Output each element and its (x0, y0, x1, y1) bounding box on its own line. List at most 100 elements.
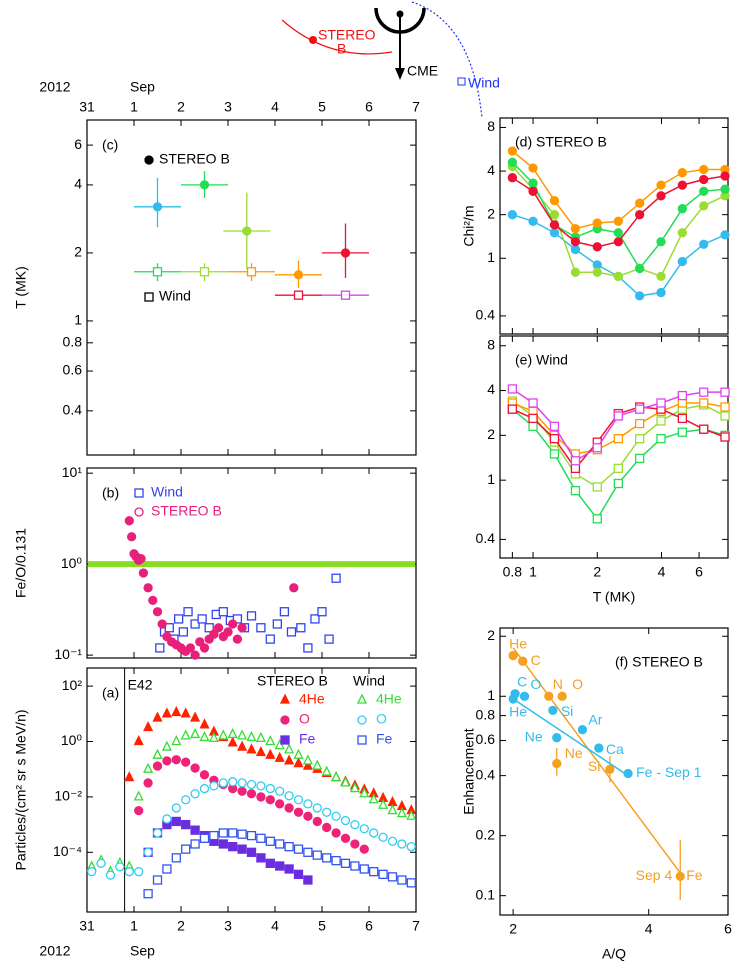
y-tick-label: 0.1 (476, 886, 496, 902)
point (218, 778, 228, 788)
y-tick-label: 1 (487, 471, 495, 487)
point (190, 839, 200, 849)
x-tick-label: 1 (130, 918, 138, 934)
point (302, 754, 313, 765)
point (677, 168, 688, 178)
point (592, 242, 602, 252)
point (720, 402, 730, 412)
point (228, 619, 238, 629)
point (605, 764, 615, 775)
point (246, 789, 257, 799)
point (302, 759, 313, 770)
point (105, 870, 116, 880)
point (528, 186, 538, 196)
point-label: Si (588, 758, 600, 774)
x-tick-label: 31 (79, 99, 95, 115)
point-label: C (517, 673, 527, 689)
point (275, 786, 285, 796)
point (284, 842, 294, 852)
point (303, 643, 313, 653)
x-tick-label: 4 (271, 99, 279, 115)
point (592, 267, 602, 277)
point (124, 516, 134, 526)
point (293, 844, 304, 854)
point (199, 730, 210, 742)
point (286, 627, 297, 637)
point (157, 619, 167, 629)
point (519, 691, 530, 701)
point (549, 434, 560, 444)
fit-line (512, 698, 629, 777)
point (190, 619, 200, 629)
point (635, 434, 645, 444)
point (181, 844, 191, 854)
point (310, 614, 320, 624)
point (331, 855, 341, 866)
point (720, 411, 730, 421)
panel-label: (d) STEREO B (515, 134, 607, 150)
point (528, 398, 538, 408)
point (350, 839, 360, 849)
x-tick-label: 7 (412, 99, 420, 115)
plot-frame (86, 467, 417, 659)
point (232, 614, 243, 624)
point (237, 786, 247, 796)
point (181, 795, 191, 805)
point (406, 809, 417, 820)
point (378, 832, 388, 842)
point (322, 853, 332, 863)
point (369, 867, 379, 877)
point (369, 828, 379, 838)
point (209, 830, 219, 841)
point (155, 643, 165, 653)
y-tick-label: 6 (74, 136, 82, 152)
point (340, 248, 351, 258)
point (199, 770, 210, 780)
y-tick-label: 0.4 (63, 402, 83, 418)
point (134, 867, 144, 877)
point (699, 186, 709, 196)
point (720, 184, 730, 194)
point (549, 195, 560, 206)
point (594, 743, 604, 753)
point (161, 740, 172, 751)
panel-label: (b) (102, 485, 119, 501)
point (570, 456, 581, 466)
y-tick-label: 0.8 (63, 334, 83, 350)
point (223, 627, 233, 637)
point (570, 267, 581, 277)
y-tick-label: 10⁰ (61, 555, 83, 571)
point (213, 623, 224, 633)
point (237, 844, 247, 854)
x-tick-label: 6 (365, 99, 373, 115)
point (510, 689, 520, 699)
point (228, 828, 238, 838)
point (324, 634, 334, 644)
point (507, 404, 518, 414)
y-axis-label: Fe/O/0.131 (13, 528, 29, 598)
y-tick-label: 0.4 (476, 766, 496, 782)
legend-group-title: STEREO B (257, 673, 328, 689)
point (143, 778, 153, 788)
point (171, 803, 181, 813)
point (293, 869, 304, 880)
point (197, 614, 207, 624)
point (635, 418, 645, 429)
point (677, 204, 688, 214)
x-year-label: 2012 (39, 943, 70, 959)
orbit-diagram: STEREO B CME Wind (281, 1, 500, 119)
point (190, 711, 201, 722)
point (134, 805, 144, 816)
point (218, 729, 229, 740)
point (256, 792, 266, 802)
x-tick-label: 4 (658, 564, 666, 580)
point (228, 842, 238, 852)
panel-label: (e) Wind (515, 352, 568, 368)
point (181, 757, 191, 767)
point-label: He (509, 704, 527, 720)
point (675, 871, 685, 882)
point (152, 711, 163, 722)
point (528, 163, 538, 173)
point (265, 783, 275, 794)
point (635, 291, 645, 301)
